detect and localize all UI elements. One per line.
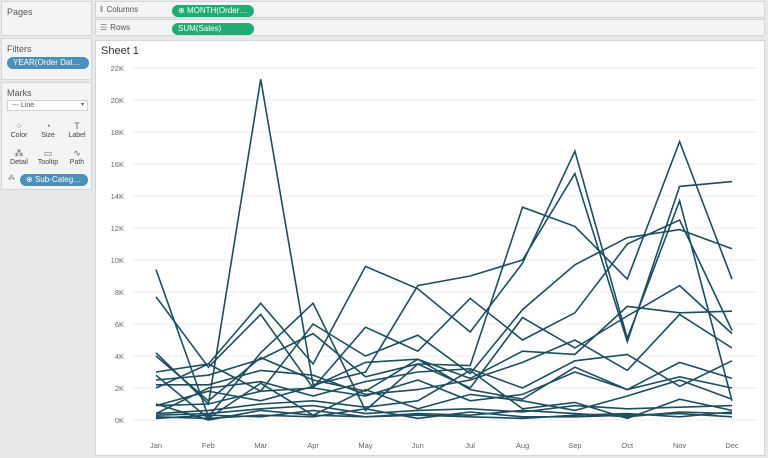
series-line[interactable] <box>155 374 733 420</box>
x-tick-label: Nov <box>673 441 687 450</box>
y-tick-label: 16K <box>111 160 124 169</box>
filter-year-pill[interactable]: YEAR(Order Date): 2... <box>7 57 89 69</box>
series-line[interactable] <box>155 228 733 393</box>
y-tick-label: 2K <box>115 384 124 393</box>
detail-icon: ⁂ <box>14 148 24 158</box>
series-line[interactable] <box>155 284 733 389</box>
line-chart[interactable]: 0K 2K 4K 6K 8K 10K 12K 14K 16K 18K 20K 22K Jan Feb Ma… <box>96 41 764 455</box>
y-tick-label: 4K <box>115 352 124 361</box>
path-icon: ∿ <box>73 148 81 158</box>
columns-shelf[interactable]: ⦀ Columns ⊕ MONTH(Order Da... <box>95 1 765 18</box>
x-tick-label: Mar <box>254 441 267 450</box>
y-tick-label: 14K <box>111 192 124 201</box>
marks-card: Marks ⁓ Line ▾ ⁘ Color ◔ Size T Label ⁂ … <box>1 82 92 190</box>
detail-button[interactable]: ⁂ Detail <box>6 144 32 170</box>
mark-type-dropdown[interactable]: ⁓ Line ▾ <box>7 100 88 111</box>
x-tick-label: May <box>358 441 372 450</box>
x-tick-label: Aug <box>516 441 529 450</box>
color-label: Color <box>10 132 28 139</box>
pill-plus-icon: ⊕ <box>178 6 187 15</box>
series-line[interactable] <box>155 148 733 402</box>
x-tick-label: Jul <box>465 441 475 450</box>
columns-label: Columns <box>106 5 139 14</box>
x-tick-label: Jun <box>412 441 424 450</box>
y-tick-label: 6K <box>115 320 124 329</box>
month-pill-label: MONTH(Order Da... <box>186 6 254 15</box>
tooltip-icon: ▭ <box>43 148 53 158</box>
path-button[interactable]: ∿ Path <box>64 144 90 170</box>
y-tick-label: 8K <box>115 288 124 297</box>
color-icon: ⁘ <box>15 121 23 131</box>
sub-category-pill-label: Sub-Category <box>34 175 85 184</box>
x-tick-label: Feb <box>202 441 215 450</box>
path-label: Path <box>69 159 85 166</box>
rows-label: Rows <box>110 23 131 32</box>
label-label: Label <box>68 132 86 139</box>
sheet-view: Sheet 1 0K 2K 4K 6K 8K 10K 12K 14K 16K 18K 20K 22K … <box>95 40 765 456</box>
y-tick-label: 12K <box>111 224 124 233</box>
detail-field-icon: ⁂ <box>8 175 15 182</box>
line-type-icon: ⁓ <box>12 102 21 109</box>
detail-label: Detail <box>10 159 28 166</box>
x-tick-label: Jan <box>150 441 162 450</box>
pill-plus-icon: ⊕ <box>26 175 35 184</box>
series-line[interactable] <box>155 218 733 390</box>
tooltip-label: Tooltip <box>37 159 59 166</box>
pages-title: Pages <box>7 7 33 17</box>
tooltip-button[interactable]: ▭ Tooltip <box>35 144 61 170</box>
sheet-title[interactable]: Sheet 1 <box>101 45 139 57</box>
mark-type-label: Line <box>20 102 35 109</box>
label-button[interactable]: T Label <box>64 117 90 143</box>
x-tick-label: Dec <box>725 441 739 450</box>
series-line[interactable] <box>155 404 733 416</box>
columns-icon: ⦀ <box>100 5 104 14</box>
y-tick-label: 0K <box>115 416 124 425</box>
filters-title: Filters <box>7 44 32 54</box>
color-button[interactable]: ⁘ Color <box>6 117 32 143</box>
x-tick-label: Sep <box>568 441 581 450</box>
sub-category-pill[interactable]: ⊕ Sub-Category <box>20 174 88 186</box>
x-tick-label: Apr <box>307 441 319 450</box>
size-button[interactable]: ◔ Size <box>35 117 61 143</box>
series-line[interactable] <box>155 139 733 419</box>
chevron-down-icon: ▾ <box>80 102 84 108</box>
size-label: Size <box>41 132 55 139</box>
y-tick-label: 20K <box>111 96 124 105</box>
y-tick-label: 18K <box>111 128 124 137</box>
left-panel: Pages Filters YEAR(Order Date): 2... Mar… <box>0 0 95 458</box>
month-order-date-pill[interactable]: ⊕ MONTH(Order Da... <box>172 5 254 17</box>
rows-icon: ☰ <box>100 23 108 32</box>
pages-card[interactable]: Pages <box>1 1 92 36</box>
x-tick-label: Oct <box>621 441 634 450</box>
sum-sales-pill[interactable]: SUM(Sales) <box>172 23 254 35</box>
series-line[interactable] <box>155 305 733 402</box>
size-icon: ◔ <box>45 121 51 131</box>
y-tick-label: 22K <box>111 64 124 73</box>
series-line[interactable] <box>155 371 733 407</box>
series-line[interactable] <box>155 358 733 407</box>
label-icon: T <box>74 121 80 131</box>
marks-title: Marks <box>7 88 32 98</box>
series-line[interactable] <box>155 403 733 421</box>
y-tick-label: 10K <box>111 256 124 265</box>
rows-shelf[interactable]: ☰ Rows SUM(Sales) <box>95 19 765 36</box>
series-line[interactable] <box>155 353 733 415</box>
filters-card[interactable]: Filters YEAR(Order Date): 2... <box>1 38 92 80</box>
